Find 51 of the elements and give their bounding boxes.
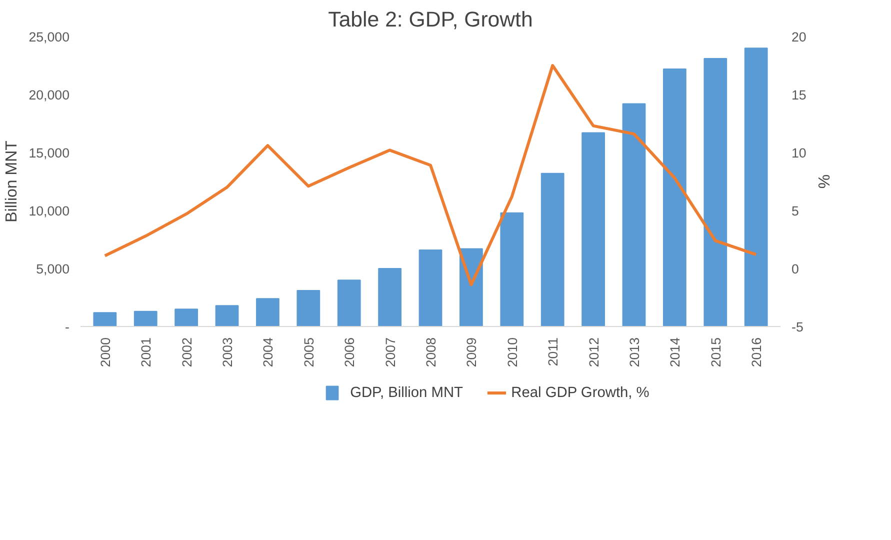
y2-tick-label: -5 (792, 320, 804, 334)
x-tick-label: 2015 (708, 337, 724, 368)
x-tick-label: 2004 (260, 336, 276, 368)
x-tick-label: 2007 (382, 337, 398, 368)
bar (540, 172, 564, 326)
x-tick-label: 2003 (220, 337, 236, 368)
y2-axis-title: % (814, 174, 832, 189)
legend-label: Real GDP Growth, % (511, 385, 650, 401)
bar (704, 58, 728, 326)
x-tick-label: 2006 (342, 337, 358, 368)
line-series (103, 64, 758, 286)
legend-label: GDP, Billion MNT (350, 385, 464, 401)
chart-title: Table 2: GDP, Growth (328, 8, 533, 32)
bar (134, 310, 158, 326)
bar (378, 268, 402, 326)
bar (622, 103, 646, 326)
bar (256, 298, 280, 326)
y2-tick-label: 0 (792, 262, 799, 276)
x-tick-label: 2012 (586, 337, 602, 368)
bar (500, 212, 524, 326)
bar (174, 308, 198, 326)
x-tick-label: 2008 (424, 337, 438, 368)
y2-tick-label: 20 (792, 30, 806, 44)
bar (582, 132, 605, 326)
y-axis-title: Billion MNT (4, 140, 21, 222)
x-tick-label: 2016 (749, 337, 764, 368)
y2-tick-label: 10 (792, 146, 806, 160)
y-tick-label: 10,000 (28, 204, 70, 218)
x-tick-label: 2000 (98, 337, 113, 368)
x-tick-label: 2010 (504, 337, 520, 368)
bar (662, 68, 686, 326)
bar (93, 312, 117, 326)
x-tick-label: 2011 (546, 337, 561, 366)
y-tick-label: 20,000 (28, 88, 70, 102)
y2-tick-label: 15 (792, 88, 806, 102)
x-tick-label: 2014 (668, 336, 683, 368)
x-tick-label: 2001 (138, 337, 154, 368)
x-tick-label: 2013 (626, 337, 642, 368)
x-tick-label: 2002 (179, 337, 194, 368)
bar (418, 249, 442, 326)
y-tick-label: 5,000 (36, 262, 70, 276)
bar (296, 290, 320, 326)
y-tick-label: 25,000 (28, 30, 70, 44)
y2-tick-label: 5 (792, 204, 799, 218)
bar (215, 305, 239, 326)
y-tick-label: 15,000 (28, 146, 70, 160)
y-tick-label: - (65, 320, 70, 334)
bar (337, 280, 361, 326)
x-tick-label: 2005 (301, 337, 316, 368)
x-tick-label: 2009 (464, 337, 480, 368)
bar (744, 48, 768, 326)
